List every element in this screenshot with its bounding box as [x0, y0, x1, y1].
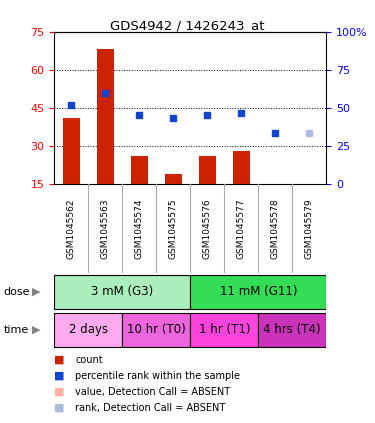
Text: 2 days: 2 days	[69, 324, 108, 336]
Text: value, Detection Call = ABSENT: value, Detection Call = ABSENT	[75, 387, 230, 397]
Bar	[97, 49, 114, 184]
Text: ■: ■	[54, 354, 65, 365]
Text: GSM1045562: GSM1045562	[67, 198, 76, 259]
Bar	[267, 184, 284, 189]
Text: GSM1045576: GSM1045576	[203, 198, 212, 259]
Text: 11 mM (G11): 11 mM (G11)	[219, 286, 297, 298]
FancyBboxPatch shape	[54, 275, 190, 309]
Text: GSM1045578: GSM1045578	[271, 198, 280, 259]
Text: 1 hr (T1): 1 hr (T1)	[198, 324, 250, 336]
Bar	[63, 118, 80, 184]
Text: ■: ■	[54, 403, 65, 413]
Text: percentile rank within the sample: percentile rank within the sample	[75, 371, 240, 381]
Text: GSM1045577: GSM1045577	[237, 198, 246, 259]
Text: count: count	[75, 354, 103, 365]
Text: GSM1045575: GSM1045575	[169, 198, 178, 259]
Text: ■: ■	[54, 387, 65, 397]
Text: 10 hr (T0): 10 hr (T0)	[127, 324, 186, 336]
Text: time: time	[4, 325, 29, 335]
Text: 4 hrs (T4): 4 hrs (T4)	[264, 324, 321, 336]
Text: ▶: ▶	[32, 287, 40, 297]
FancyBboxPatch shape	[190, 275, 326, 309]
Text: GSM1045563: GSM1045563	[101, 198, 110, 259]
Bar	[165, 174, 182, 184]
Text: rank, Detection Call = ABSENT: rank, Detection Call = ABSENT	[75, 403, 225, 413]
FancyBboxPatch shape	[190, 313, 258, 347]
Text: ■: ■	[54, 371, 65, 381]
Text: dose: dose	[4, 287, 30, 297]
Text: ▶: ▶	[32, 325, 40, 335]
FancyBboxPatch shape	[122, 313, 190, 347]
Bar	[301, 184, 318, 189]
Text: GSM1045574: GSM1045574	[135, 198, 144, 259]
Text: GSM1045579: GSM1045579	[305, 198, 314, 259]
Bar	[131, 156, 148, 184]
Text: 3 mM (G3): 3 mM (G3)	[91, 286, 153, 298]
Bar	[199, 156, 216, 184]
Text: GDS4942 / 1426243_at: GDS4942 / 1426243_at	[110, 19, 265, 32]
FancyBboxPatch shape	[54, 313, 122, 347]
FancyBboxPatch shape	[258, 313, 326, 347]
Bar	[233, 151, 250, 184]
